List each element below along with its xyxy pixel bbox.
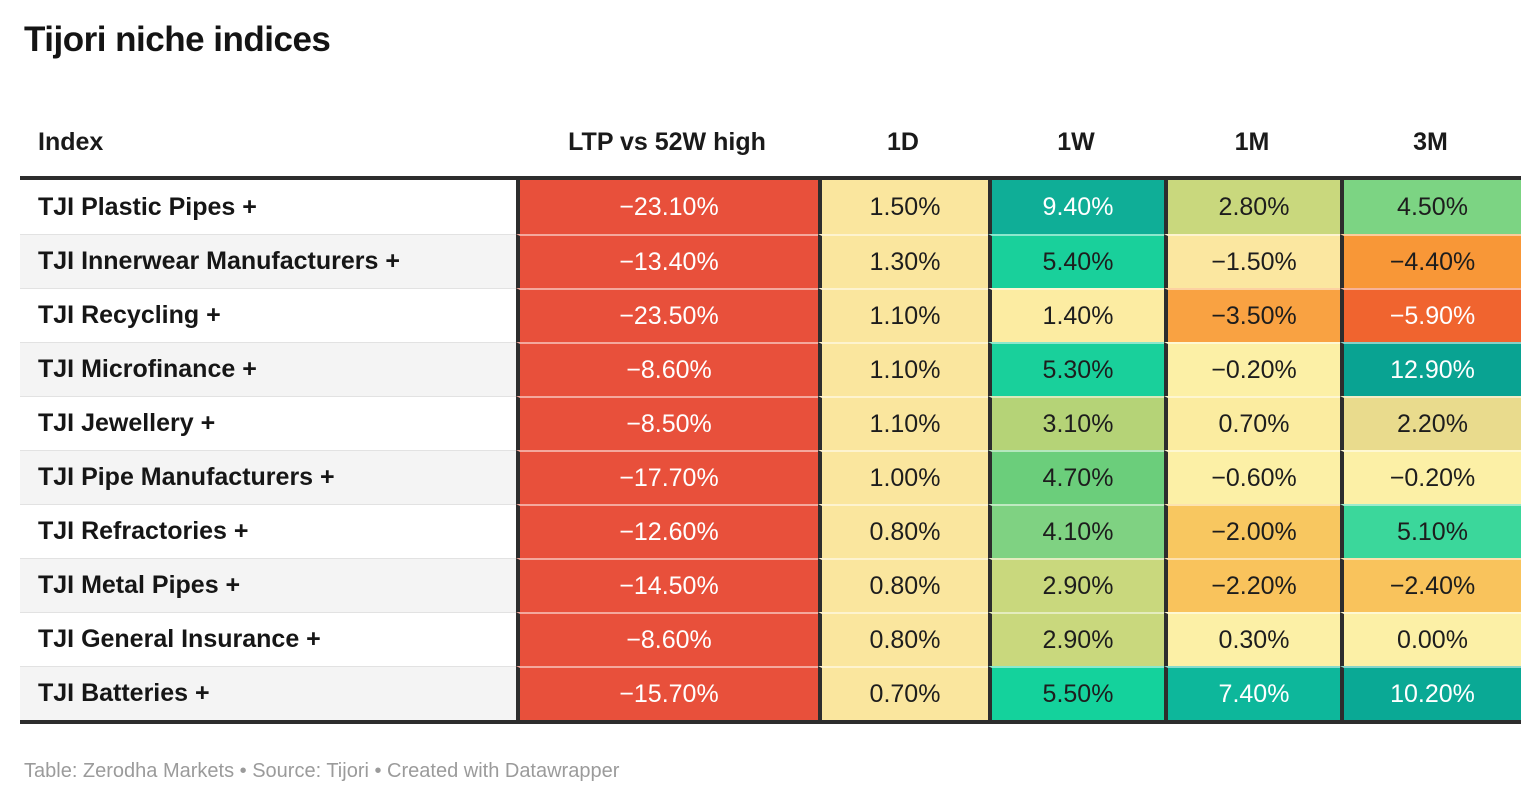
row-label-expand[interactable]: TJI Microfinance + xyxy=(20,342,516,396)
row-label-expand[interactable]: TJI Batteries + xyxy=(20,666,516,720)
row-label-expand[interactable]: TJI Recycling + xyxy=(20,288,516,342)
cell-1w: 9.40% xyxy=(988,180,1164,234)
cell-1d: 1.10% xyxy=(818,396,988,450)
cell-3m: 5.10% xyxy=(1340,504,1521,558)
cell-1w: 1.40% xyxy=(988,288,1164,342)
cell-ltp-vs-52w-high: −8.60% xyxy=(516,342,818,396)
cell-1w: 4.10% xyxy=(988,504,1164,558)
cell-3m: 12.90% xyxy=(1340,342,1521,396)
row-label-expand[interactable]: TJI Refractories + xyxy=(20,504,516,558)
cell-3m: 4.50% xyxy=(1340,180,1521,234)
column-header-1m[interactable]: 1M xyxy=(1234,127,1270,156)
column-header-1w[interactable]: 1W xyxy=(1057,127,1095,156)
cell-ltp-vs-52w-high: −13.40% xyxy=(516,234,818,288)
column-header-3m[interactable]: 3M xyxy=(1413,127,1448,156)
cell-ltp-vs-52w-high: −15.70% xyxy=(516,666,818,720)
cell-1m: 0.30% xyxy=(1164,612,1340,666)
indices-table: Index LTP vs 52W high 1D 1W 1M 3M TJI Pl… xyxy=(20,108,1521,724)
cell-1d: 1.10% xyxy=(818,342,988,396)
table-body: TJI Plastic Pipes + −23.10% 1.50% 9.40% 2.80… xyxy=(20,180,1521,724)
cell-1w: 5.40% xyxy=(988,234,1164,288)
source-footer: Table: Zerodha Markets • Source: Tijori … xyxy=(24,760,620,782)
cell-ltp-vs-52w-high: −12.60% xyxy=(516,504,818,558)
cell-ltp-vs-52w-high: −8.60% xyxy=(516,612,818,666)
cell-1d: 0.70% xyxy=(818,666,988,720)
cell-1m: −3.50% xyxy=(1164,288,1340,342)
cell-3m: 10.20% xyxy=(1340,666,1521,720)
column-header-ltp-vs-52w-high[interactable]: LTP vs 52W high xyxy=(568,127,766,156)
cell-3m: −0.20% xyxy=(1340,450,1521,504)
cell-1m: 7.40% xyxy=(1164,666,1340,720)
row-label-expand[interactable]: TJI Metal Pipes + xyxy=(20,558,516,612)
row-label-expand[interactable]: TJI Jewellery + xyxy=(20,396,516,450)
row-label-expand[interactable]: TJI General Insurance + xyxy=(20,612,516,666)
cell-1w: 5.30% xyxy=(988,342,1164,396)
cell-3m: 0.00% xyxy=(1340,612,1521,666)
cell-3m: −5.90% xyxy=(1340,288,1521,342)
cell-1w: 2.90% xyxy=(988,612,1164,666)
cell-3m: 2.20% xyxy=(1340,396,1521,450)
cell-3m: −2.40% xyxy=(1340,558,1521,612)
cell-ltp-vs-52w-high: −14.50% xyxy=(516,558,818,612)
table-header-row: Index LTP vs 52W high 1D 1W 1M 3M xyxy=(20,108,1521,180)
cell-1m: −1.50% xyxy=(1164,234,1340,288)
chart-title: Tijori niche indices xyxy=(24,20,331,59)
row-label-expand[interactable]: TJI Plastic Pipes + xyxy=(20,180,516,234)
cell-ltp-vs-52w-high: −17.70% xyxy=(516,450,818,504)
cell-1m: 2.80% xyxy=(1164,180,1340,234)
cell-1d: 0.80% xyxy=(818,558,988,612)
row-label-expand[interactable]: TJI Innerwear Manufacturers + xyxy=(20,234,516,288)
cell-1m: −0.20% xyxy=(1164,342,1340,396)
cell-1m: 0.70% xyxy=(1164,396,1340,450)
cell-1m: −0.60% xyxy=(1164,450,1340,504)
cell-1d: 1.30% xyxy=(818,234,988,288)
cell-1d: 1.00% xyxy=(818,450,988,504)
cell-1w: 4.70% xyxy=(988,450,1164,504)
cell-1d: 0.80% xyxy=(818,504,988,558)
cell-1m: −2.00% xyxy=(1164,504,1340,558)
cell-1w: 2.90% xyxy=(988,558,1164,612)
cell-1w: 5.50% xyxy=(988,666,1164,720)
cell-ltp-vs-52w-high: −8.50% xyxy=(516,396,818,450)
row-label-expand[interactable]: TJI Pipe Manufacturers + xyxy=(20,450,516,504)
cell-ltp-vs-52w-high: −23.50% xyxy=(516,288,818,342)
cell-ltp-vs-52w-high: −23.10% xyxy=(516,180,818,234)
cell-3m: −4.40% xyxy=(1340,234,1521,288)
cell-1d: 1.10% xyxy=(818,288,988,342)
cell-1d: 0.80% xyxy=(818,612,988,666)
cell-1w: 3.10% xyxy=(988,396,1164,450)
column-header-index[interactable]: Index xyxy=(38,127,104,156)
cell-1d: 1.50% xyxy=(818,180,988,234)
cell-1m: −2.20% xyxy=(1164,558,1340,612)
column-header-1d[interactable]: 1D xyxy=(887,127,919,156)
